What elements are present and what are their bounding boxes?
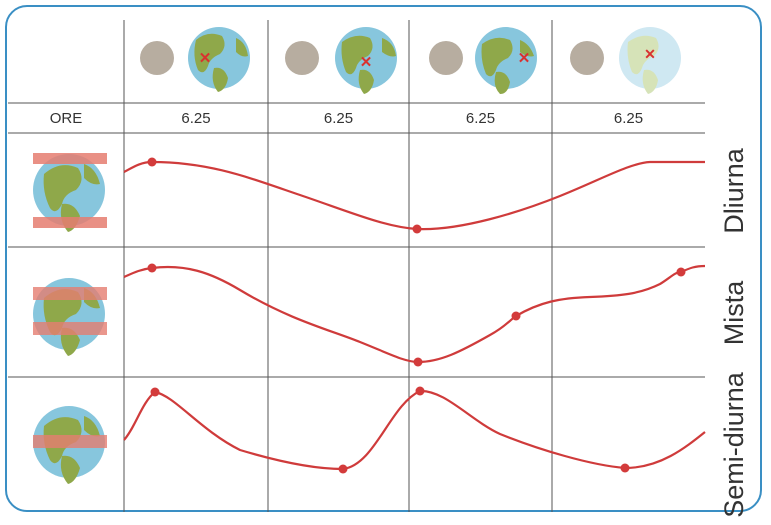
- ore-label: ORE: [49, 110, 83, 127]
- earth-icon: [475, 27, 537, 94]
- row-icon-mista: [33, 278, 107, 356]
- tide-point: [412, 224, 422, 234]
- tide-point: [676, 267, 686, 277]
- diagram-frame: [5, 5, 762, 512]
- earth-icon: [335, 27, 397, 94]
- curve-mista: [123, 264, 706, 364]
- x-marker-icon: ✕: [644, 46, 656, 62]
- hour-label: 6.25: [181, 110, 211, 127]
- header-col-2: ✕: [285, 27, 397, 94]
- tidal-band: [33, 217, 107, 228]
- hour-label: 6.25: [613, 110, 644, 127]
- tidal-band: [33, 153, 107, 164]
- row-icon-semi-diurna: [33, 406, 107, 484]
- x-marker-icon: ✕: [360, 54, 373, 71]
- curve-diurna: [123, 160, 705, 231]
- x-marker-icon: ✕: [199, 50, 212, 67]
- hour-label: 6.25: [323, 110, 354, 127]
- moon-icon: [285, 41, 319, 75]
- earth-icon: [188, 27, 250, 92]
- tide-point: [338, 464, 348, 474]
- row-label-semi-diurna: Semi-diurna: [719, 372, 749, 518]
- moon-icon: [140, 41, 174, 75]
- tidal-band: [33, 435, 107, 448]
- x-marker-icon: ✕: [518, 50, 531, 67]
- tide-point: [147, 263, 157, 273]
- row-icon-diurna: [33, 153, 107, 232]
- header-col-3: ✕: [429, 27, 537, 94]
- curve-semi-diurna: [123, 389, 706, 471]
- moon-icon: [429, 41, 463, 75]
- row-label-mista: Mista: [719, 280, 749, 346]
- tide-point: [511, 311, 521, 321]
- grid-lines: [8, 20, 705, 512]
- tidal-band: [33, 287, 107, 300]
- row-label-diurna: Dliurna: [719, 148, 749, 234]
- tide-point: [413, 357, 423, 367]
- tide-point: [150, 387, 160, 397]
- tide-point: [620, 463, 630, 473]
- earth-icon: [619, 27, 681, 94]
- hour-label: 6.25: [465, 110, 496, 127]
- tide-point: [415, 386, 425, 396]
- tide-point: [147, 157, 157, 167]
- tidal-band: [33, 322, 107, 335]
- header-col-4: ✕: [570, 27, 681, 94]
- header-col-1: ✕: [140, 27, 250, 92]
- moon-icon: [570, 41, 604, 75]
